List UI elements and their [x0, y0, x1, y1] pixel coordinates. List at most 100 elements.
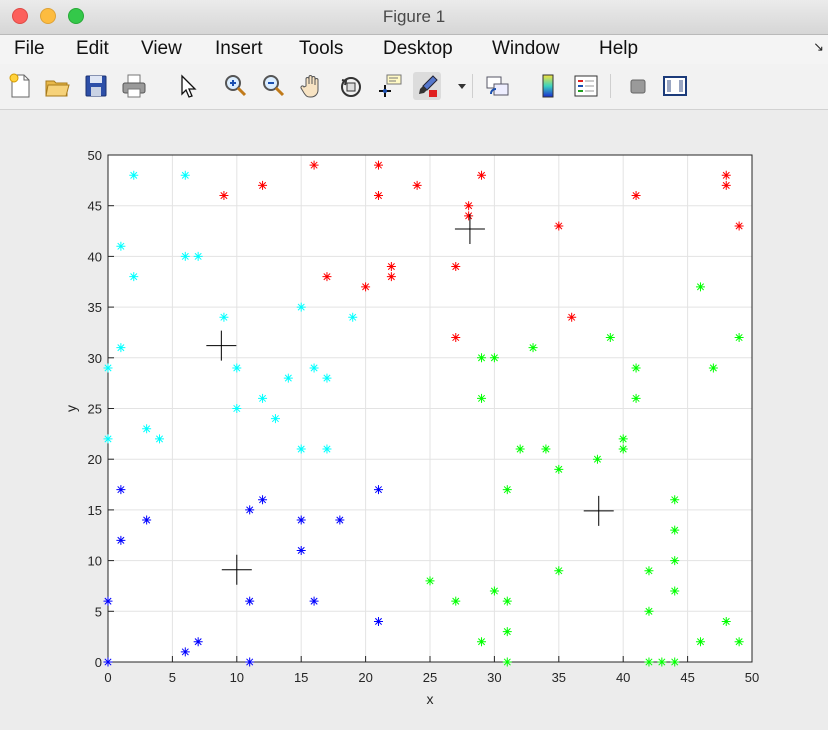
print-icon[interactable]	[120, 72, 148, 100]
x-tick-label: 40	[616, 670, 630, 685]
data-point	[554, 464, 564, 474]
data-point	[515, 444, 525, 454]
data-point	[567, 312, 577, 322]
data-point	[477, 393, 487, 403]
brush-icon[interactable]	[413, 72, 441, 100]
y-tick-label: 40	[88, 249, 102, 264]
data-point	[116, 535, 126, 545]
data-point	[386, 262, 396, 272]
brush-dropdown-icon[interactable]	[448, 72, 466, 100]
figure-toolbar	[0, 64, 828, 110]
menu-file[interactable]: File	[14, 38, 45, 59]
y-tick-label: 45	[88, 199, 102, 214]
centroid-marker	[206, 330, 237, 361]
x-tick-label: 0	[104, 670, 111, 685]
data-point	[180, 170, 190, 180]
data-point	[180, 647, 190, 657]
pan-hand-icon[interactable]	[298, 72, 326, 100]
y-tick-label: 50	[88, 148, 102, 163]
show-plot-tools-icon[interactable]	[661, 72, 689, 100]
hide-plot-tools-icon[interactable]	[624, 72, 652, 100]
data-point	[373, 616, 383, 626]
data-point	[142, 515, 152, 525]
data-point	[245, 596, 255, 606]
data-point	[477, 353, 487, 363]
y-tick-label: 35	[88, 300, 102, 315]
data-point	[322, 444, 332, 454]
data-point	[670, 586, 680, 596]
open-file-icon[interactable]	[43, 72, 71, 100]
x-tick-label: 45	[680, 670, 694, 685]
data-point	[103, 363, 113, 373]
data-point	[605, 333, 615, 343]
data-point	[309, 160, 319, 170]
data-point	[142, 424, 152, 434]
data-point	[103, 596, 113, 606]
minimize-window-button[interactable]	[40, 8, 56, 24]
y-tick-label: 0	[95, 655, 102, 670]
y-tick-label: 30	[88, 351, 102, 366]
rotate-3d-icon[interactable]	[337, 72, 365, 100]
menu-edit[interactable]: Edit	[76, 38, 109, 59]
insert-colorbar-icon[interactable]	[534, 72, 562, 100]
data-cursor-icon[interactable]	[376, 72, 404, 100]
link-plot-icon[interactable]	[484, 72, 512, 100]
data-point	[373, 485, 383, 495]
menu-view[interactable]: View	[141, 38, 182, 59]
toolbar-separator	[610, 74, 611, 98]
menu-help[interactable]: Help	[599, 38, 639, 59]
data-point	[309, 596, 319, 606]
data-point	[116, 241, 126, 251]
y-tick-label: 5	[95, 604, 102, 619]
data-point	[412, 180, 422, 190]
zoom-out-icon[interactable]	[259, 72, 287, 100]
centroid-markers	[206, 214, 614, 585]
data-point	[477, 170, 487, 180]
data-point	[425, 576, 435, 586]
title-bar: Figure 1	[0, 0, 828, 35]
data-point	[708, 363, 718, 373]
insert-legend-icon[interactable]	[572, 72, 600, 100]
dock-arrow-icon[interactable]: ↘	[813, 39, 824, 54]
data-point	[180, 251, 190, 261]
data-point	[348, 312, 358, 322]
data-point	[451, 262, 461, 272]
edit-plot-arrow-icon[interactable]	[174, 72, 202, 100]
data-point	[219, 312, 229, 322]
y-tick-label: 20	[88, 452, 102, 467]
data-point	[155, 434, 165, 444]
data-point	[541, 444, 551, 454]
data-point	[670, 495, 680, 505]
menu-bar: File Edit View Insert Tools Desktop Wind…	[0, 35, 828, 64]
zoom-in-icon[interactable]	[221, 72, 249, 100]
menu-window[interactable]: Window	[492, 38, 560, 59]
data-point	[644, 566, 654, 576]
data-point	[695, 637, 705, 647]
zoom-window-button[interactable]	[68, 8, 84, 24]
data-point	[129, 272, 139, 282]
data-point	[502, 596, 512, 606]
menu-desktop[interactable]: Desktop	[383, 38, 453, 59]
data-point	[734, 637, 744, 647]
data-point	[193, 637, 203, 647]
data-point	[489, 586, 499, 596]
data-point	[721, 616, 731, 626]
data-point	[322, 373, 332, 383]
data-point	[116, 343, 126, 353]
x-tick-label: 10	[230, 670, 244, 685]
data-point	[502, 485, 512, 495]
close-window-button[interactable]	[12, 8, 28, 24]
menu-tools[interactable]: Tools	[299, 38, 344, 59]
toolbar-separator	[472, 74, 473, 98]
data-point	[258, 495, 268, 505]
data-point	[451, 333, 461, 343]
data-point	[554, 566, 564, 576]
data-point	[335, 515, 345, 525]
menu-insert[interactable]: Insert	[215, 38, 263, 59]
data-point	[116, 485, 126, 495]
save-icon[interactable]	[82, 72, 110, 100]
data-point	[245, 657, 255, 667]
new-figure-icon[interactable]	[6, 72, 34, 100]
data-point	[502, 657, 512, 667]
x-axis-label: x	[427, 691, 434, 707]
